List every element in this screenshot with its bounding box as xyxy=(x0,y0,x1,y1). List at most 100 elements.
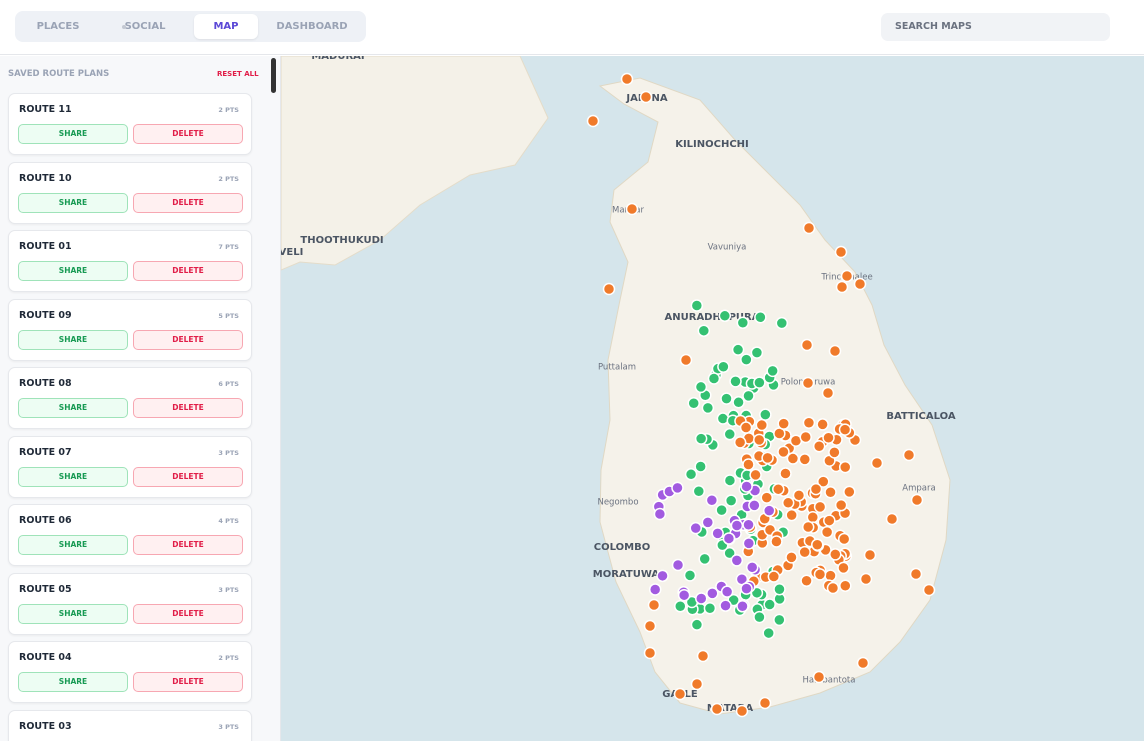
place-marker xyxy=(835,280,849,294)
route-card[interactable]: ROUTE 04 2 PTS SHARE DELETE xyxy=(8,641,252,703)
map-label: MATARA xyxy=(707,703,753,714)
place-marker xyxy=(770,535,783,548)
map-label: MORATUWA xyxy=(593,569,660,580)
tab[interactable]: DASHBOARD xyxy=(276,21,348,32)
header: PLACES SOCIAL MAP DASHBOARD SEARCH MAPS xyxy=(0,0,1144,55)
place-marker xyxy=(694,380,708,394)
place-marker xyxy=(701,516,715,529)
share-button[interactable]: SHARE xyxy=(18,124,128,144)
map-label: Ampara xyxy=(902,484,935,494)
tab[interactable]: PLACES xyxy=(36,21,80,32)
delete-button[interactable]: DELETE xyxy=(133,398,243,418)
route-points: 6 PTS xyxy=(218,380,239,388)
place-marker xyxy=(829,548,842,561)
place-marker xyxy=(812,440,826,453)
place-marker xyxy=(647,598,661,612)
place-marker xyxy=(748,499,761,512)
place-marker xyxy=(811,538,824,551)
land xyxy=(281,56,549,271)
share-button[interactable]: SHARE xyxy=(18,535,128,555)
place-marker xyxy=(692,485,706,498)
delete-button[interactable]: DELETE xyxy=(133,192,243,213)
share-button[interactable]: SHARE xyxy=(18,192,128,213)
delete-button[interactable]: DELETE xyxy=(133,261,243,281)
route-name: ROUTE 09 xyxy=(19,309,72,321)
share-button[interactable]: SHARE xyxy=(18,329,128,350)
place-marker xyxy=(648,583,662,596)
route-name: ROUTE 08 xyxy=(19,378,72,389)
route-points: 3 PTS xyxy=(218,585,239,594)
place-marker xyxy=(758,696,772,710)
share-button[interactable]: SHARE xyxy=(18,672,128,692)
place-marker xyxy=(722,532,736,545)
place-marker xyxy=(723,546,736,560)
route-card[interactable]: ROUTE 07 3 PTS SHARE DELETE xyxy=(8,435,252,498)
route-card[interactable]: ROUTE 08 6 PTS SHARE DELETE xyxy=(8,367,252,429)
place-marker xyxy=(742,458,755,471)
place-marker xyxy=(801,376,815,390)
route-card[interactable]: ROUTE 10 2 PTS SHARE DELETE xyxy=(8,161,252,224)
delete-button[interactable]: DELETE xyxy=(133,466,243,487)
tab[interactable]: SOCIAL xyxy=(124,21,166,32)
place-marker xyxy=(834,498,848,512)
tab[interactable]: MAP xyxy=(194,14,258,39)
share-button[interactable]: SHARE xyxy=(18,398,128,418)
route-card[interactable]: ROUTE 05 3 PTS SHARE DELETE xyxy=(8,572,252,635)
place-marker xyxy=(837,532,851,546)
place-marker xyxy=(671,481,684,495)
place-marker xyxy=(694,432,708,445)
route-points: 7 PTS xyxy=(218,243,239,251)
share-button[interactable]: SHARE xyxy=(18,603,128,624)
place-marker xyxy=(674,600,687,613)
place-marker xyxy=(716,412,730,425)
route-name: ROUTE 07 xyxy=(19,446,72,458)
place-marker xyxy=(775,316,789,330)
scrollbar[interactable] xyxy=(271,58,276,93)
delete-button[interactable]: DELETE xyxy=(133,535,243,555)
place-marker xyxy=(740,353,753,366)
place-marker xyxy=(777,417,790,430)
place-marker xyxy=(773,583,786,596)
place-marker xyxy=(824,485,837,499)
delete-button[interactable]: DELETE xyxy=(133,672,243,692)
place-marker xyxy=(715,503,728,517)
place-marker xyxy=(822,431,835,445)
route-card[interactable]: ROUTE 06 4 PTS SHARE DELETE xyxy=(8,504,252,566)
place-marker xyxy=(679,353,693,367)
place-marker xyxy=(800,574,813,588)
delete-button[interactable]: DELETE xyxy=(133,329,243,350)
share-button[interactable]: SHARE xyxy=(18,466,128,487)
place-marker xyxy=(724,494,738,507)
place-marker xyxy=(742,389,755,403)
reset-button[interactable]: RESET ALL xyxy=(217,70,259,78)
place-marker xyxy=(777,445,790,459)
place-marker xyxy=(723,474,737,487)
place-marker xyxy=(786,452,800,465)
place-marker xyxy=(707,372,721,385)
share-button[interactable]: SHARE xyxy=(18,261,128,281)
place-marker xyxy=(745,561,759,574)
place-marker xyxy=(762,626,775,640)
route-points: 5 PTS xyxy=(218,311,239,320)
map-label: Puttalam xyxy=(598,363,636,373)
place-marker xyxy=(720,392,733,405)
place-marker xyxy=(826,581,840,595)
route-card[interactable]: ROUTE 01 7 PTS SHARE DELETE xyxy=(8,230,252,292)
search-input[interactable]: SEARCH MAPS xyxy=(881,13,1110,41)
place-marker xyxy=(761,451,774,465)
place-marker xyxy=(781,496,795,510)
place-marker xyxy=(838,460,852,474)
place-marker xyxy=(823,514,836,527)
route-points: 4 PTS xyxy=(218,517,239,525)
place-marker xyxy=(859,572,873,586)
route-card[interactable]: ROUTE 11 2 PTS SHARE DELETE xyxy=(8,93,252,155)
delete-button[interactable]: DELETE xyxy=(133,603,243,624)
place-marker xyxy=(754,310,767,324)
route-card[interactable]: ROUTE 09 5 PTS SHARE DELETE xyxy=(8,298,252,361)
delete-button[interactable]: DELETE xyxy=(133,124,243,144)
place-marker xyxy=(671,558,685,572)
place-marker xyxy=(902,448,916,462)
place-marker xyxy=(683,569,697,582)
